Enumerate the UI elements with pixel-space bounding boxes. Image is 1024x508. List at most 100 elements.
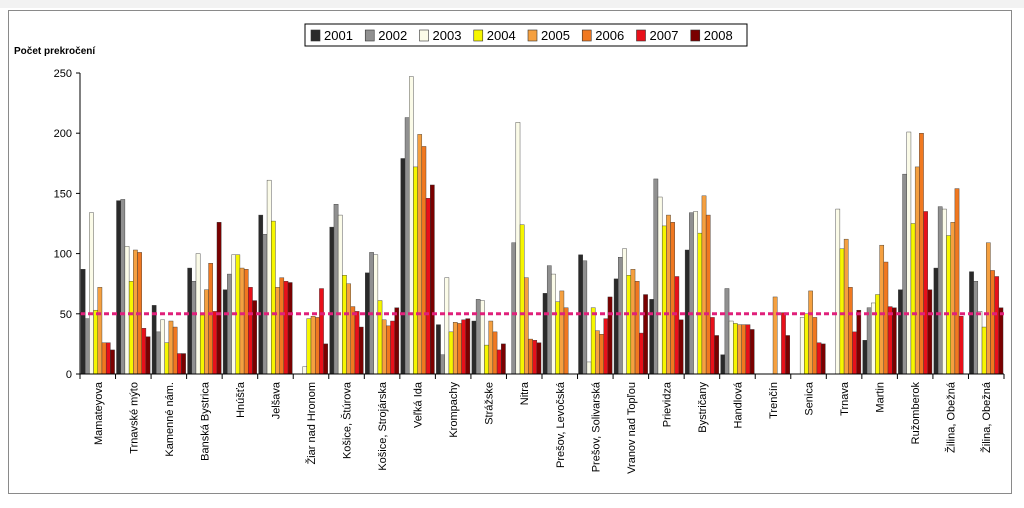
bar-2005 — [772, 296, 778, 375]
bar-2007 — [887, 306, 893, 375]
legend-swatch-2004 — [473, 29, 484, 42]
y-axis-title: Počet prekročení — [14, 46, 96, 57]
bar-2003 — [551, 273, 556, 375]
legend: 2001 2002 2003 2004 2005 2006 2007 2008 — [304, 23, 748, 47]
bar-2002 — [511, 242, 517, 375]
bar-2002 — [120, 199, 126, 375]
bar-2006 — [528, 338, 533, 375]
bar-2003 — [942, 208, 947, 375]
bar-2003 — [337, 214, 343, 375]
bar-2005 — [701, 195, 707, 375]
bar-2002 — [866, 307, 872, 375]
y-tick-label: 200 — [54, 128, 72, 140]
bar-2007 — [319, 288, 324, 375]
top-strip — [0, 0, 1024, 8]
bar-2007 — [958, 316, 964, 375]
bar-2001 — [613, 278, 619, 375]
bar-2006 — [954, 188, 960, 375]
bar-2004 — [519, 224, 525, 375]
y-tick-label: 0 — [66, 369, 72, 381]
bar-2003 — [657, 196, 663, 375]
bar-2007 — [532, 340, 538, 375]
bar-2006 — [670, 222, 675, 375]
bar-2004 — [590, 307, 596, 375]
bar-2007 — [461, 319, 466, 375]
bar-2002 — [475, 299, 481, 375]
bar-2006 — [634, 281, 640, 375]
bar-2001 — [365, 272, 370, 375]
bar-2005 — [595, 330, 600, 375]
bar-2006 — [279, 277, 285, 375]
bar-2006 — [812, 317, 818, 375]
bar-2008 — [643, 294, 648, 375]
bar-2005 — [488, 320, 494, 375]
bar-2005 — [239, 267, 245, 375]
bar-2005 — [524, 277, 529, 375]
x-tick-label: Prievidza — [661, 381, 673, 427]
bar-2008 — [607, 296, 613, 375]
bar-2007 — [425, 198, 431, 375]
bar-2008 — [287, 282, 293, 375]
bar-2004 — [626, 275, 632, 375]
x-tick-label: Veľká Ida — [413, 381, 425, 428]
x-tick-label: Košice, Strojárska — [377, 381, 389, 471]
bar-2003 — [799, 317, 805, 375]
bar-2003 — [586, 361, 592, 375]
bar-2006 — [848, 287, 853, 375]
bar-2004 — [342, 275, 347, 375]
bar-2007 — [212, 311, 218, 375]
bar-2003 — [728, 320, 734, 375]
bar-2002 — [84, 318, 90, 375]
y-tick-label: 150 — [54, 188, 72, 200]
x-tick-label: Martin — [875, 382, 887, 413]
x-tick-label: Hnúšťa — [235, 381, 247, 418]
bar-2005 — [950, 222, 956, 375]
bar-2006 — [457, 323, 462, 375]
bar-2007 — [354, 311, 360, 375]
bar-2003 — [835, 208, 841, 375]
bar-2007 — [781, 312, 786, 375]
bar-2001 — [187, 267, 192, 375]
legend-label-2007: 2007 — [650, 28, 679, 43]
bar-2007 — [816, 342, 822, 375]
bar-2007 — [710, 317, 715, 375]
x-tick-label: Vranov nad Topľou — [626, 382, 638, 474]
bar-2003 — [906, 131, 912, 375]
bar-2006 — [350, 306, 356, 375]
bar-2005 — [168, 320, 174, 375]
legend-label-2003: 2003 — [433, 28, 462, 43]
legend-swatch-2001 — [310, 29, 321, 42]
x-tick-label: Prešov, Solivarská — [590, 381, 602, 472]
bar-2001 — [258, 214, 264, 375]
bar-2007 — [177, 353, 182, 375]
bar-2005 — [204, 289, 209, 375]
bar-2001 — [80, 269, 86, 375]
bar-2006 — [741, 324, 747, 375]
legend-swatch-2002 — [364, 29, 375, 42]
bar-2007 — [141, 328, 147, 375]
x-tick-label: Ružomberok — [910, 382, 922, 445]
legend-swatch-2007 — [636, 29, 646, 42]
bar-2006 — [421, 146, 427, 375]
bar-2008 — [216, 222, 222, 375]
bar-2004 — [484, 344, 489, 375]
bar-2003 — [480, 300, 485, 375]
bar-2007 — [248, 287, 253, 375]
bar-2008 — [678, 319, 684, 375]
bar-2005 — [133, 249, 138, 375]
bar-2008 — [145, 336, 151, 375]
bar-2004 — [839, 248, 845, 375]
x-tick-label: Trnavské mýto — [128, 382, 140, 454]
bar-2004 — [804, 313, 809, 375]
legend-label-2005: 2005 — [541, 28, 570, 43]
y-tick-label: 50 — [60, 309, 72, 321]
legend-label-2001: 2001 — [324, 28, 353, 43]
bar-2001 — [720, 354, 726, 375]
bar-2005 — [630, 269, 636, 375]
bar-2004 — [697, 232, 703, 375]
bar-2004 — [733, 323, 738, 375]
bar-2006 — [990, 270, 995, 375]
bar-2001 — [649, 299, 654, 375]
legend-swatch-2005 — [527, 29, 538, 42]
x-tick-label: Handlová — [732, 381, 744, 428]
